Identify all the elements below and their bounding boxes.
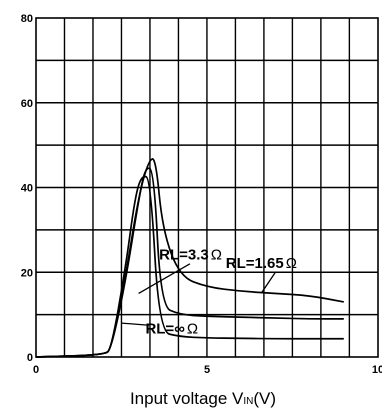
x-tick-label: 5 bbox=[204, 364, 210, 376]
x-axis-label-subscript: IN bbox=[243, 396, 253, 407]
annotation-label-text: RL=3.3 bbox=[159, 247, 209, 264]
curves bbox=[35, 158, 344, 358]
annotation-label-text: RL=1.65 bbox=[226, 255, 284, 272]
y-tick-label: 80 bbox=[21, 13, 33, 25]
annotation-label-unit: Ω bbox=[187, 321, 198, 338]
tick-labels: 0 20 40 60 80 0 5 10 bbox=[21, 13, 382, 376]
annotation-label-unit: Ω bbox=[211, 247, 222, 264]
y-tick-label: 40 bbox=[21, 183, 33, 195]
x-axis-label: Input voltage VIN(V) bbox=[130, 389, 276, 408]
annotation-leader-line bbox=[138, 263, 191, 295]
annotation-label: RL=3.3 Ω bbox=[159, 247, 222, 264]
annotation-label: RL=1.65 Ω bbox=[226, 255, 297, 272]
y-tick-label: 20 bbox=[21, 267, 33, 279]
x-axis-label-unit: (V) bbox=[253, 389, 276, 408]
annotation-label-unit: Ω bbox=[286, 255, 297, 272]
annotation-leader-line bbox=[261, 271, 276, 293]
series-curve bbox=[35, 175, 344, 358]
x-tick-label: 0 bbox=[33, 364, 39, 376]
annotation-leader-line bbox=[121, 322, 149, 326]
annotation-label: RL=∞ Ω bbox=[145, 321, 198, 338]
grid-lines bbox=[36, 18, 378, 357]
y-tick-label: 60 bbox=[21, 98, 33, 110]
annotations: RL=3.3 Ω RL=1.65 ΩRL=∞ Ω bbox=[121, 247, 297, 338]
x-axis-label-main: Input voltage V bbox=[130, 389, 244, 408]
annotation-label-text: RL=∞ bbox=[145, 321, 185, 338]
y-tick-label: 0 bbox=[27, 352, 33, 364]
plot-frame bbox=[35, 17, 379, 358]
x-tick-label: 10 bbox=[372, 364, 382, 376]
